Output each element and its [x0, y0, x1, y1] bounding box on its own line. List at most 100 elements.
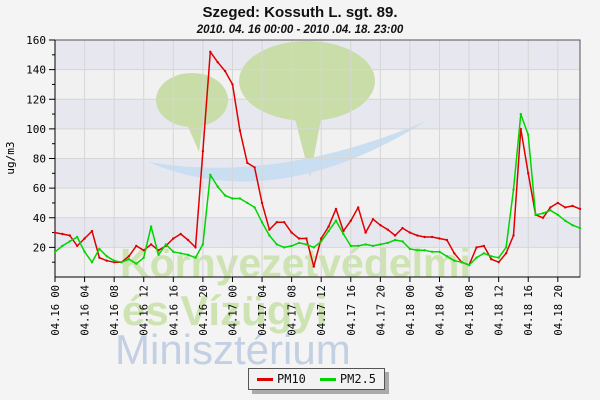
x-tick-label: 04.16 08: [109, 285, 121, 336]
x-tick-label: 04.18 08: [464, 285, 476, 336]
legend-item-pm25: PM2.5: [319, 372, 377, 386]
watermark-swoosh: [148, 121, 426, 182]
watermark-balloon-small-tail: [186, 122, 203, 152]
x-tick-label: 04.17 12: [316, 285, 328, 336]
x-tick-label: 04.17 16: [346, 285, 358, 336]
data-point-pm25: [541, 212, 545, 215]
data-point-pm25: [135, 262, 138, 265]
x-tick-label: 04.18 04: [435, 285, 447, 336]
data-point-pm25: [194, 256, 197, 259]
data-point-pm10: [364, 231, 367, 234]
data-point-pm10: [253, 166, 256, 169]
y-axis-title: ug/m3: [4, 141, 17, 174]
data-point-pm10: [512, 234, 515, 237]
data-point-pm25: [312, 246, 315, 249]
data-point-pm25: [164, 243, 168, 246]
data-point-pm10: [231, 83, 234, 86]
data-point-pm10: [297, 237, 301, 240]
data-point-pm25: [179, 252, 182, 255]
legend-label: PM2.5: [339, 372, 377, 386]
plot-band: [55, 217, 580, 248]
data-point-pm25: [534, 213, 537, 216]
data-point-pm10: [578, 207, 582, 211]
data-point-pm25: [453, 259, 456, 262]
data-point-pm25: [556, 213, 559, 216]
watermark-text-line3: Minisztérium: [115, 326, 351, 373]
data-point-pm25: [216, 185, 219, 188]
data-point-pm25: [519, 112, 522, 116]
data-point-pm25: [401, 240, 404, 243]
data-point-pm25: [260, 221, 264, 224]
data-point-pm25: [238, 197, 242, 200]
data-point-pm25: [386, 241, 389, 245]
x-tick-label: 04.16 00: [50, 285, 62, 336]
data-point-pm10: [201, 149, 205, 153]
data-point-pm10: [127, 255, 131, 258]
data-point-pm25: [76, 235, 79, 239]
data-point-pm25: [571, 224, 574, 227]
data-point-pm25: [201, 243, 205, 246]
chart-title: Szeged: Kossuth L. sgt. 89.: [202, 4, 398, 21]
data-point-pm25: [512, 188, 515, 191]
data-point-pm25: [297, 241, 301, 245]
plot-band: [55, 188, 580, 218]
data-point-pm25: [482, 252, 486, 255]
data-point-pm25: [564, 219, 567, 222]
data-point-pm25: [371, 244, 375, 248]
data-point-pm25: [379, 243, 382, 246]
data-point-pm25: [149, 225, 153, 228]
data-point-pm25: [423, 249, 426, 252]
data-point-pm25: [209, 173, 212, 176]
data-point-pm10: [416, 234, 419, 237]
data-point-pm10: [519, 127, 522, 131]
y-tick-label: 20: [33, 241, 46, 254]
data-point-pm10: [275, 221, 278, 224]
data-point-pm10: [349, 219, 352, 222]
legend-label: PM10: [277, 372, 306, 386]
data-point-pm25: [157, 253, 160, 256]
data-point-pm25: [223, 194, 227, 197]
data-point-pm25: [527, 133, 530, 136]
data-point-pm10: [149, 243, 153, 246]
data-point-pm10: [327, 225, 330, 228]
data-point-pm10: [53, 231, 57, 234]
y-tick-label: 80: [33, 153, 46, 166]
data-point-pm10: [83, 237, 86, 240]
data-point-pm10: [541, 216, 545, 219]
data-point-pm25: [68, 240, 72, 243]
data-point-pm10: [194, 246, 197, 249]
data-point-pm25: [490, 255, 493, 258]
data-point-pm25: [53, 250, 57, 253]
data-point-pm10: [290, 231, 293, 234]
data-point-pm10: [430, 235, 434, 239]
data-point-pm10: [312, 265, 315, 268]
watermark-balloon-small: [156, 73, 228, 127]
legend-swatch: [319, 377, 336, 381]
x-tick-label: 04.16 16: [168, 285, 180, 336]
data-point-pm25: [105, 255, 109, 258]
legend-item-pm10: PM10: [257, 372, 306, 386]
data-point-pm25: [127, 258, 131, 261]
data-point-pm10: [172, 237, 175, 240]
data-point-pm10: [453, 252, 456, 255]
data-point-pm10: [179, 232, 182, 236]
data-point-pm25: [497, 256, 500, 259]
data-point-pm10: [186, 238, 190, 242]
data-point-pm25: [283, 246, 286, 249]
data-point-pm10: [68, 234, 72, 237]
data-point-pm25: [290, 244, 293, 248]
data-point-pm10: [357, 206, 360, 209]
data-point-pm25: [83, 250, 86, 253]
data-point-pm25: [334, 219, 338, 222]
x-tick-label: 04.16 04: [80, 285, 92, 336]
data-point-pm10: [401, 226, 404, 230]
x-tick-label: 04.16 20: [198, 285, 210, 336]
data-point-pm10: [408, 231, 412, 234]
data-point-pm10: [305, 237, 308, 240]
data-point-pm10: [527, 172, 530, 175]
data-point-pm25: [120, 261, 123, 264]
x-tick-label: 04.16 12: [139, 285, 151, 336]
y-tick-label: 60: [33, 182, 46, 195]
legend: PM10 PM2.5: [248, 368, 386, 390]
